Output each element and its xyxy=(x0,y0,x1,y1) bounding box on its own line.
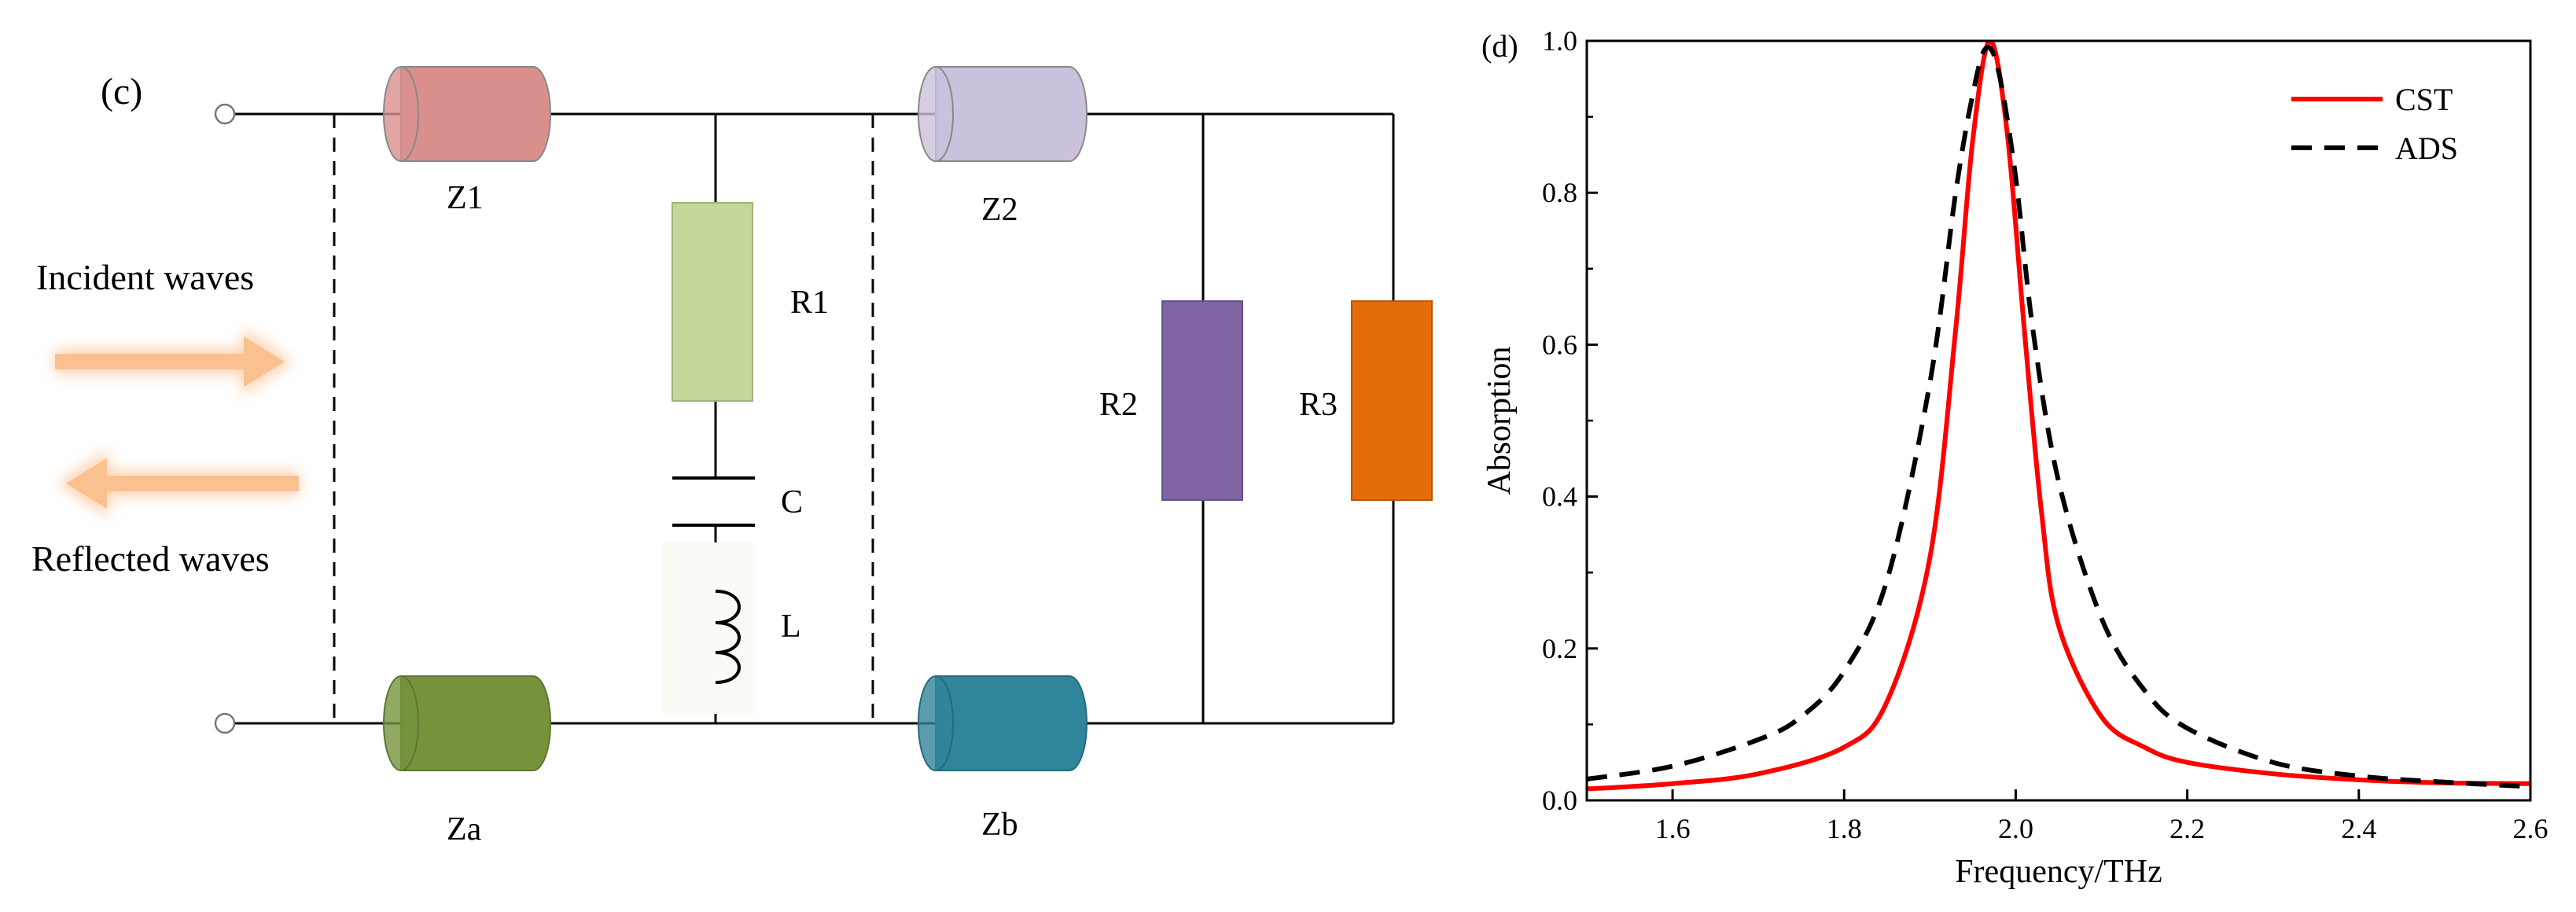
z1-transmission-line xyxy=(383,66,551,162)
c-label: C xyxy=(781,484,803,520)
series-layer xyxy=(1587,41,2530,792)
za-label: Za xyxy=(447,811,482,848)
x-axis-label: Frequency/THz xyxy=(1955,854,2162,890)
zb-transmission-line xyxy=(918,675,1087,771)
terminal-bottom xyxy=(214,712,236,734)
z2-transmission-line xyxy=(918,66,1087,162)
inductor-background xyxy=(662,542,755,714)
circuit-diagram: (c) xyxy=(31,66,1433,848)
x-tick-label: 2.4 xyxy=(2341,813,2376,844)
r3-label: R3 xyxy=(1299,387,1338,423)
r2-resistor xyxy=(1161,300,1243,501)
circuit-panel-label: (c) xyxy=(101,71,142,112)
za-transmission-line xyxy=(383,675,551,771)
series-line-ads xyxy=(1587,45,2530,789)
z1-label: Z1 xyxy=(447,180,484,216)
l-inductor xyxy=(715,590,741,684)
x-tick-label: 1.8 xyxy=(1827,813,1862,844)
y-tick-label: 0.4 xyxy=(1542,481,1577,513)
y-tick-label: 0.6 xyxy=(1542,329,1577,360)
y-tick-label: 0.8 xyxy=(1542,177,1577,208)
r1-resistor xyxy=(672,202,753,402)
x-tick-label: 1.6 xyxy=(1655,813,1691,844)
r3-resistor xyxy=(1351,300,1433,501)
plot-frame xyxy=(1585,39,2532,802)
y-tick-label: 0.0 xyxy=(1542,785,1577,816)
l-label: L xyxy=(781,609,801,645)
x-tick-label: 2.2 xyxy=(2169,813,2205,844)
series-line-cst xyxy=(1587,41,2530,792)
incident-arrow xyxy=(55,329,293,395)
legend-label-cst: CST xyxy=(2395,82,2453,117)
x-tick-label: 2.6 xyxy=(2513,813,2548,844)
r1-label: R1 xyxy=(790,285,829,321)
reflected-waves-label: Reflected waves xyxy=(31,539,270,579)
chart-panel-label: (d) xyxy=(1481,28,1518,64)
z2-label: Z2 xyxy=(981,192,1018,228)
r2-label: R2 xyxy=(1099,387,1138,423)
reflected-arrow xyxy=(58,450,299,517)
terminal-top xyxy=(214,103,236,125)
y-tick-label: 1.0 xyxy=(1542,25,1577,57)
c-capacitor xyxy=(672,476,755,527)
legend: CST ADS xyxy=(2291,82,2458,166)
y-tick-label: 0.2 xyxy=(1542,633,1577,664)
incident-waves-label: Incident waves xyxy=(36,257,254,297)
y-axis-label: Absorption xyxy=(1481,347,1518,495)
legend-label-ads: ADS xyxy=(2395,131,2458,166)
ticks-layer: 1.6 1.8 2.0 2.2 2.4 2.6 0.0 0.2 0.4 0.6 0.8 1.0 xyxy=(1542,25,2548,844)
absorption-chart: (d) 1.6 1.8 2.0 2.2 2.4 2.6 0.0 0.2 0.4 0.6 0.8 1.0… xyxy=(1481,25,2548,890)
zb-label: Zb xyxy=(981,807,1018,843)
x-tick-label: 2.0 xyxy=(1998,813,2033,844)
